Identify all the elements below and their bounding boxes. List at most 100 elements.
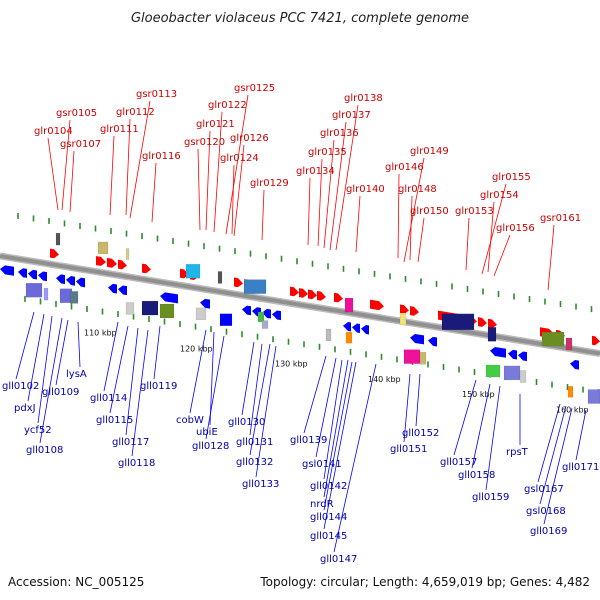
reverse-gene-label: gll0157 [440, 457, 477, 468]
forward-gene-label: glr0121 [196, 119, 235, 130]
forward-gene-label: glr0129 [250, 178, 289, 189]
reverse-gene [570, 359, 579, 370]
reverse-gene-label: gll0152 [402, 428, 439, 439]
top-leader-line [487, 201, 495, 273]
reverse-gene-label: gll0139 [290, 435, 327, 446]
bottom-leader-line [575, 409, 587, 461]
reverse-gene-label: gll0115 [96, 415, 133, 426]
forward-gene [234, 277, 243, 288]
reverse-gene-label: nrdR [310, 499, 334, 510]
forward-gene-label: glr0137 [332, 110, 371, 121]
reverse-gene-label: gll0131 [236, 437, 273, 448]
top-leader-line [225, 94, 249, 235]
gene-block [43, 287, 49, 301]
gene-block [257, 311, 265, 323]
forward-gene-label: glr0122 [208, 100, 247, 111]
bottom-leader-line [249, 343, 263, 436]
reverse-gene [242, 305, 251, 316]
forward-gene [488, 318, 497, 329]
kbp-tick-label: 130 kbp [275, 360, 308, 369]
gene-features [0, 232, 600, 404]
forward-gene [400, 304, 409, 315]
reverse-gene-label: gll0119 [140, 381, 177, 392]
forward-gene-label: glr0155 [492, 172, 531, 183]
track-line [0, 254, 600, 356]
top-leader-line [307, 177, 311, 246]
gene-block [125, 248, 130, 260]
accession-text: Accession: NC_005125 [8, 575, 144, 589]
reverse-gene [38, 271, 47, 282]
top-leader-line [397, 173, 400, 259]
forward-gene [299, 288, 308, 298]
reverse-gene [428, 336, 437, 347]
reverse-gene-label: gll0158 [458, 470, 495, 481]
forward-gene [142, 263, 151, 274]
kbp-ticks: 110 kbp 120 kbp 130 kbp 140 kbp 150 kbp 160 k… [84, 329, 589, 415]
gene-block [419, 352, 427, 365]
top-leader-line [125, 118, 131, 216]
reverse-gene [352, 323, 360, 333]
forward-gene [334, 292, 343, 303]
forward-gene [478, 317, 487, 327]
gene-block [219, 313, 233, 326]
forward-gene-label: gsr0120 [184, 137, 225, 148]
gene-block [587, 389, 600, 404]
bottom-leader-line [27, 313, 45, 402]
gene-block [519, 370, 527, 383]
gene-block [541, 331, 565, 347]
forward-gene-label: glr0150 [410, 206, 449, 217]
reverse-gene-label: gsl0168 [526, 506, 566, 517]
reverse-gene-label: lysA [66, 369, 87, 380]
forward-gene [370, 299, 384, 311]
reverse-gene-label: gll0144 [310, 512, 347, 523]
forward-gene-label: glr0111 [100, 124, 139, 135]
bottom-leader-line [125, 327, 139, 436]
top-leader-line [151, 162, 157, 223]
reverse-gene-label: gll0130 [228, 417, 265, 428]
forward-gene-label: glr0134 [296, 166, 335, 177]
gene-block [261, 320, 269, 329]
reverse-gene-label: gll0171 [562, 462, 599, 473]
reverse-gene-label: gll0128 [192, 441, 229, 452]
kbp-tick-label: 160 kbp [556, 405, 589, 414]
bottom-leader-line [323, 361, 353, 511]
reverse-gene-label: gll0151 [390, 444, 427, 455]
reverse-gene [18, 268, 27, 278]
bottom-leader-line [109, 325, 129, 414]
forward-gene [410, 306, 419, 316]
forward-gene [50, 248, 59, 259]
reverse-gene [76, 277, 85, 288]
reverse-gene-label: gll0142 [310, 481, 347, 492]
forward-gene [96, 256, 106, 266]
gene-block [141, 300, 159, 316]
top-leader-line [409, 195, 413, 261]
gene-block [97, 241, 109, 255]
top-leader-line [547, 224, 555, 291]
gene-block [55, 232, 61, 246]
bottom-leader-line [539, 405, 567, 505]
forward-gene-label: glr0153 [455, 206, 494, 217]
reverse-gene-label: pdxJ [14, 403, 36, 414]
bottom-leader-line [543, 407, 573, 525]
bottom-leader-line [55, 319, 69, 386]
bottom-leader-line [485, 385, 501, 491]
reverse-gene-label: gll0108 [26, 445, 63, 456]
bottom-leader-line [537, 403, 561, 483]
forward-gene-label: glr0149 [410, 146, 449, 157]
top-leader-line [213, 111, 223, 233]
gene-block [399, 312, 407, 326]
bottom-leader-line [37, 315, 53, 424]
top-leader-line [355, 195, 361, 253]
bottom-leader-line [241, 341, 255, 416]
gene-block [344, 297, 354, 313]
reverse-gene-label: gll0118 [118, 458, 155, 469]
reverse-gene-label: gsl0141 [302, 459, 342, 470]
bottom-leader-line [189, 329, 207, 414]
gene-block [125, 302, 135, 315]
reverse-gene-label: cobW [176, 415, 204, 426]
gene-block [159, 303, 175, 319]
forward-gene-label: glr0136 [320, 128, 359, 139]
forward-gene-label: gsr0113 [136, 89, 177, 100]
